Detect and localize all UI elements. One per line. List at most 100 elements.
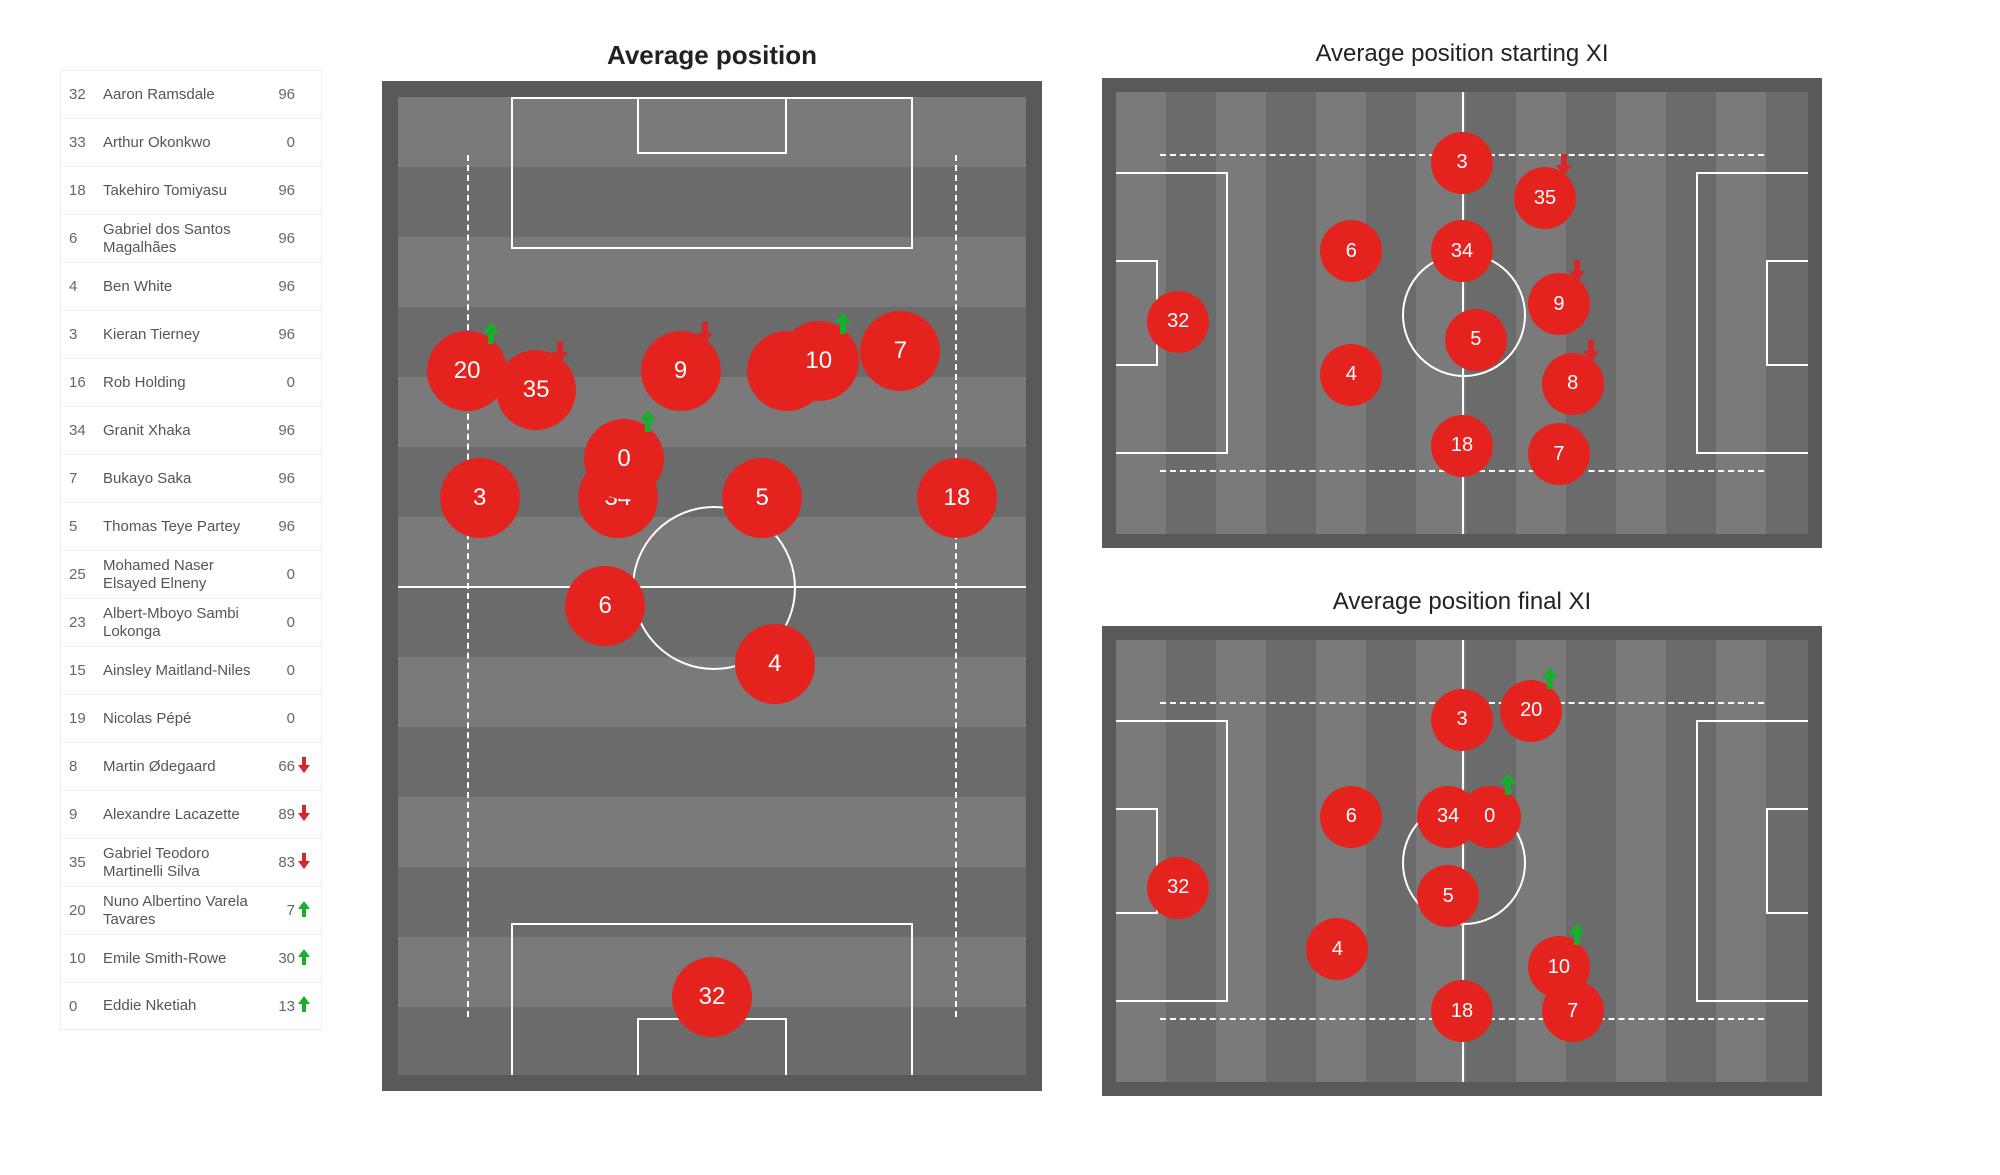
- main-pitch-column: Average position 32463183450352098107: [382, 40, 1042, 1091]
- player-minutes: 7: [267, 902, 295, 919]
- player-number: 35: [69, 854, 97, 871]
- player-number: 15: [69, 662, 97, 679]
- player-minutes: 30: [267, 950, 295, 967]
- player-row: 16Rob Holding0: [61, 358, 321, 406]
- player-minutes: 0: [267, 374, 295, 391]
- sub-out-icon: [697, 322, 713, 349]
- player-minutes: 96: [267, 470, 295, 487]
- pitch-line: [637, 97, 639, 152]
- starting-pitch-title: Average position starting XI: [1102, 40, 1822, 68]
- final-pitch-title: Average position final XI: [1102, 588, 1822, 616]
- player-name: Thomas Teye Partey: [97, 518, 267, 536]
- sub-out-icon: [1556, 154, 1572, 181]
- pitch-line: [467, 155, 469, 1017]
- player-name: Nicolas Pépé: [97, 710, 267, 728]
- pitch-line: [1116, 808, 1156, 810]
- player-number: 9: [69, 806, 97, 823]
- pitch-line: [511, 97, 513, 247]
- pitch-line: [1226, 172, 1228, 455]
- pitch-line: [511, 97, 913, 99]
- player-number: 16: [69, 374, 97, 391]
- player-name: Alexandre Lacazette: [97, 806, 267, 824]
- starting-pitch: 326433451835987: [1102, 78, 1822, 548]
- pitch-line: [511, 923, 913, 925]
- sub-out-icon: [298, 805, 310, 821]
- sub-out-icon: [298, 853, 310, 869]
- player-minutes: 96: [267, 518, 295, 535]
- pitch-line: [511, 247, 913, 249]
- pitch-line: [637, 1020, 639, 1075]
- pitch-line: [1696, 720, 1698, 1003]
- player-row: 6Gabriel dos Santos Magalhães96: [61, 214, 321, 262]
- player-row: 9Alexandre Lacazette89: [61, 790, 321, 838]
- pitch-line: [1696, 172, 1698, 455]
- player-number: 34: [69, 422, 97, 439]
- pitch-line: [1698, 172, 1808, 174]
- player-minutes: 96: [267, 230, 295, 247]
- player-dot: 6: [1320, 220, 1382, 282]
- player-sub: [295, 996, 313, 1016]
- player-name: Takehiro Tomiyasu: [97, 182, 267, 200]
- sub-in-icon: [1569, 923, 1585, 950]
- player-name: Kieran Tierney: [97, 326, 267, 344]
- pitch-line: [1808, 282, 1817, 344]
- pitch-line: [785, 1020, 787, 1075]
- player-row: 19Nicolas Pépé0: [61, 694, 321, 742]
- player-dot: 7: [1542, 980, 1604, 1042]
- player-row: 3Kieran Tierney96: [61, 310, 321, 358]
- pitch-line: [1766, 808, 1768, 914]
- pitch-line: [1116, 260, 1156, 262]
- player-dot: 32: [672, 957, 752, 1037]
- player-dot: 5: [1417, 865, 1479, 927]
- player-row: 25Mohamed Naser Elsayed Elneny0: [61, 550, 321, 598]
- player-row: 32Aaron Ramsdale96: [61, 70, 321, 118]
- player-minutes: 66: [267, 758, 295, 775]
- player-dot: 34: [1431, 220, 1493, 282]
- player-row: 35Gabriel Teodoro Martinelli Silva83: [61, 838, 321, 886]
- player-minutes: 0: [267, 134, 295, 151]
- pitch-line: [1766, 260, 1768, 366]
- player-minutes: 0: [267, 566, 295, 583]
- player-minutes: 0: [267, 710, 295, 727]
- player-minutes: 0: [267, 614, 295, 631]
- player-dot: 4: [1306, 918, 1368, 980]
- side-pitch-column: Average position starting XI 32643345183…: [1102, 40, 1822, 1096]
- player-dot: 5: [722, 458, 802, 538]
- pitch-line: [911, 97, 913, 247]
- player-minutes: 96: [267, 182, 295, 199]
- player-name: Gabriel dos Santos Magalhães: [97, 221, 267, 257]
- sub-in-icon: [1500, 773, 1516, 800]
- player-dot: 5: [1445, 309, 1507, 371]
- player-dot: 32: [1147, 291, 1209, 353]
- player-number: 4: [69, 278, 97, 295]
- player-dot: 3: [1431, 132, 1493, 194]
- player-row: 23Albert-Mboyo Sambi Lokonga0: [61, 598, 321, 646]
- player-row: 15Ainsley Maitland-Niles0: [61, 646, 321, 694]
- pitch-line: [1808, 830, 1817, 892]
- pitch-line: [1107, 830, 1116, 892]
- player-dot: 18: [1431, 415, 1493, 477]
- player-dot: 6: [1320, 786, 1382, 848]
- page: 32Aaron Ramsdale9633Arthur Okonkwo018Tak…: [0, 0, 2000, 1175]
- player-minutes: 96: [267, 422, 295, 439]
- player-name: Arthur Okonkwo: [97, 134, 267, 152]
- player-name: Albert-Mboyo Sambi Lokonga: [97, 605, 267, 641]
- main-pitch-wrap: Average position 32463183450352098107: [382, 40, 1042, 1091]
- player-dot: 4: [735, 624, 815, 704]
- player-row: 4Ben White96: [61, 262, 321, 310]
- player-row: 34Granit Xhaka96: [61, 406, 321, 454]
- pitch-line: [1768, 912, 1808, 914]
- pitch-line: [1107, 282, 1116, 344]
- player-number: 32: [69, 86, 97, 103]
- pitch-line: [1698, 452, 1808, 454]
- player-name: Mohamed Naser Elsayed Elneny: [97, 557, 267, 593]
- player-minutes: 83: [267, 854, 295, 871]
- player-dot: 3: [440, 458, 520, 538]
- player-row: 33Arthur Okonkwo0: [61, 118, 321, 166]
- sub-out-icon: [298, 757, 310, 773]
- pitch-line: [1226, 720, 1228, 1003]
- player-number: 5: [69, 518, 97, 535]
- player-sub: [295, 901, 313, 921]
- player-number: 20: [69, 902, 97, 919]
- player-name: Bukayo Saka: [97, 470, 267, 488]
